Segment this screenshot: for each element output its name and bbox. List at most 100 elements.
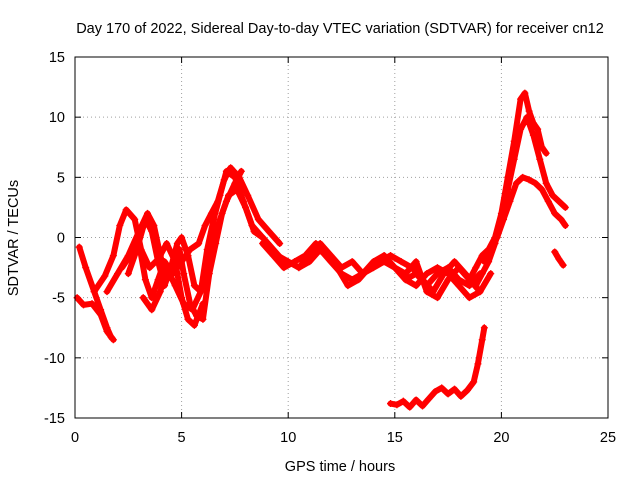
data-point: [525, 176, 533, 184]
series-line: [481, 174, 569, 265]
data-point: [433, 264, 441, 272]
y-tick-label: 0: [57, 231, 65, 247]
y-tick-label: 15: [49, 50, 65, 66]
data-point: [549, 191, 557, 199]
data-point: [154, 258, 162, 266]
data-point: [295, 264, 303, 272]
data-point: [487, 270, 495, 278]
data-point: [88, 300, 96, 308]
data-point: [455, 276, 463, 284]
data-point: [419, 402, 427, 410]
data-point: [180, 300, 188, 308]
data-point: [525, 107, 533, 115]
data-point: [75, 243, 83, 251]
data-point: [344, 282, 352, 290]
data-point: [406, 403, 414, 411]
y-tick-label: -5: [52, 291, 65, 307]
data-point: [555, 197, 563, 205]
data-point: [397, 258, 405, 266]
data-point: [126, 252, 134, 260]
series-line: [125, 168, 287, 295]
data-point: [201, 221, 209, 229]
data-point: [161, 258, 169, 266]
data-point: [534, 125, 542, 133]
data-point: [205, 252, 213, 260]
data-point: [338, 270, 345, 278]
data-point: [504, 185, 512, 193]
data-point: [109, 252, 117, 260]
data-point: [512, 179, 520, 187]
data-point: [359, 270, 367, 278]
data-point: [529, 131, 537, 139]
data-point: [387, 400, 395, 408]
data-point: [184, 315, 192, 323]
data-point: [103, 288, 111, 296]
data-point: [412, 258, 420, 266]
data-point: [90, 288, 98, 296]
data-point: [472, 282, 480, 290]
data-point: [327, 252, 335, 260]
data-point: [412, 282, 420, 290]
data-point: [500, 215, 508, 223]
data-point: [519, 173, 527, 181]
data-point: [348, 276, 356, 284]
data-point: [114, 270, 122, 278]
data-point: [214, 197, 222, 205]
data-point: [472, 264, 480, 272]
data-point: [478, 270, 486, 278]
data-point: [444, 390, 452, 398]
data-point: [423, 282, 431, 290]
data-point: [139, 294, 147, 302]
data-point: [478, 336, 486, 344]
data-point: [555, 255, 563, 263]
data-point: [450, 258, 458, 266]
data-point: [450, 385, 458, 393]
data-point: [538, 185, 546, 193]
data-point: [193, 312, 201, 320]
data-point: [148, 227, 156, 235]
data-point: [118, 264, 126, 272]
data-point: [433, 294, 441, 302]
data-point: [227, 164, 235, 172]
data-point: [148, 294, 156, 302]
data-point: [561, 221, 569, 229]
data-point: [465, 294, 473, 302]
x-tick-label: 15: [387, 430, 403, 446]
data-point: [214, 221, 222, 229]
data-point: [116, 221, 124, 229]
data-point: [178, 234, 186, 241]
data-point: [316, 240, 324, 248]
data-point: [480, 258, 488, 266]
data-point: [248, 221, 256, 229]
chart-title: Day 170 of 2022, Sidereal Day-to-day VTE…: [76, 21, 604, 37]
data-point: [542, 149, 550, 157]
data-point: [265, 227, 273, 235]
data-point: [399, 397, 407, 405]
data-point: [455, 264, 463, 272]
data-point: [561, 203, 569, 211]
data-point: [423, 288, 431, 296]
data-point: [188, 306, 196, 314]
x-tick-label: 5: [178, 430, 186, 446]
data-point: [380, 252, 388, 260]
data-marks: [73, 89, 569, 411]
data-point: [156, 288, 164, 296]
data-point: [109, 336, 117, 344]
data-point: [431, 388, 439, 396]
data-point: [444, 264, 452, 272]
data-point: [190, 282, 198, 290]
data-point: [338, 264, 345, 272]
data-point: [412, 396, 420, 404]
series-line: [274, 246, 484, 301]
data-point: [423, 270, 431, 278]
data-point: [280, 264, 288, 272]
series-line: [402, 264, 484, 289]
data-point: [517, 95, 525, 103]
data-point: [141, 276, 149, 284]
data-point: [195, 240, 203, 248]
data-point: [438, 384, 446, 392]
data-point: [276, 240, 284, 248]
y-axis-label: SDTVAR / TECUs: [6, 180, 22, 296]
data-point: [178, 258, 186, 266]
data-point: [551, 209, 559, 217]
